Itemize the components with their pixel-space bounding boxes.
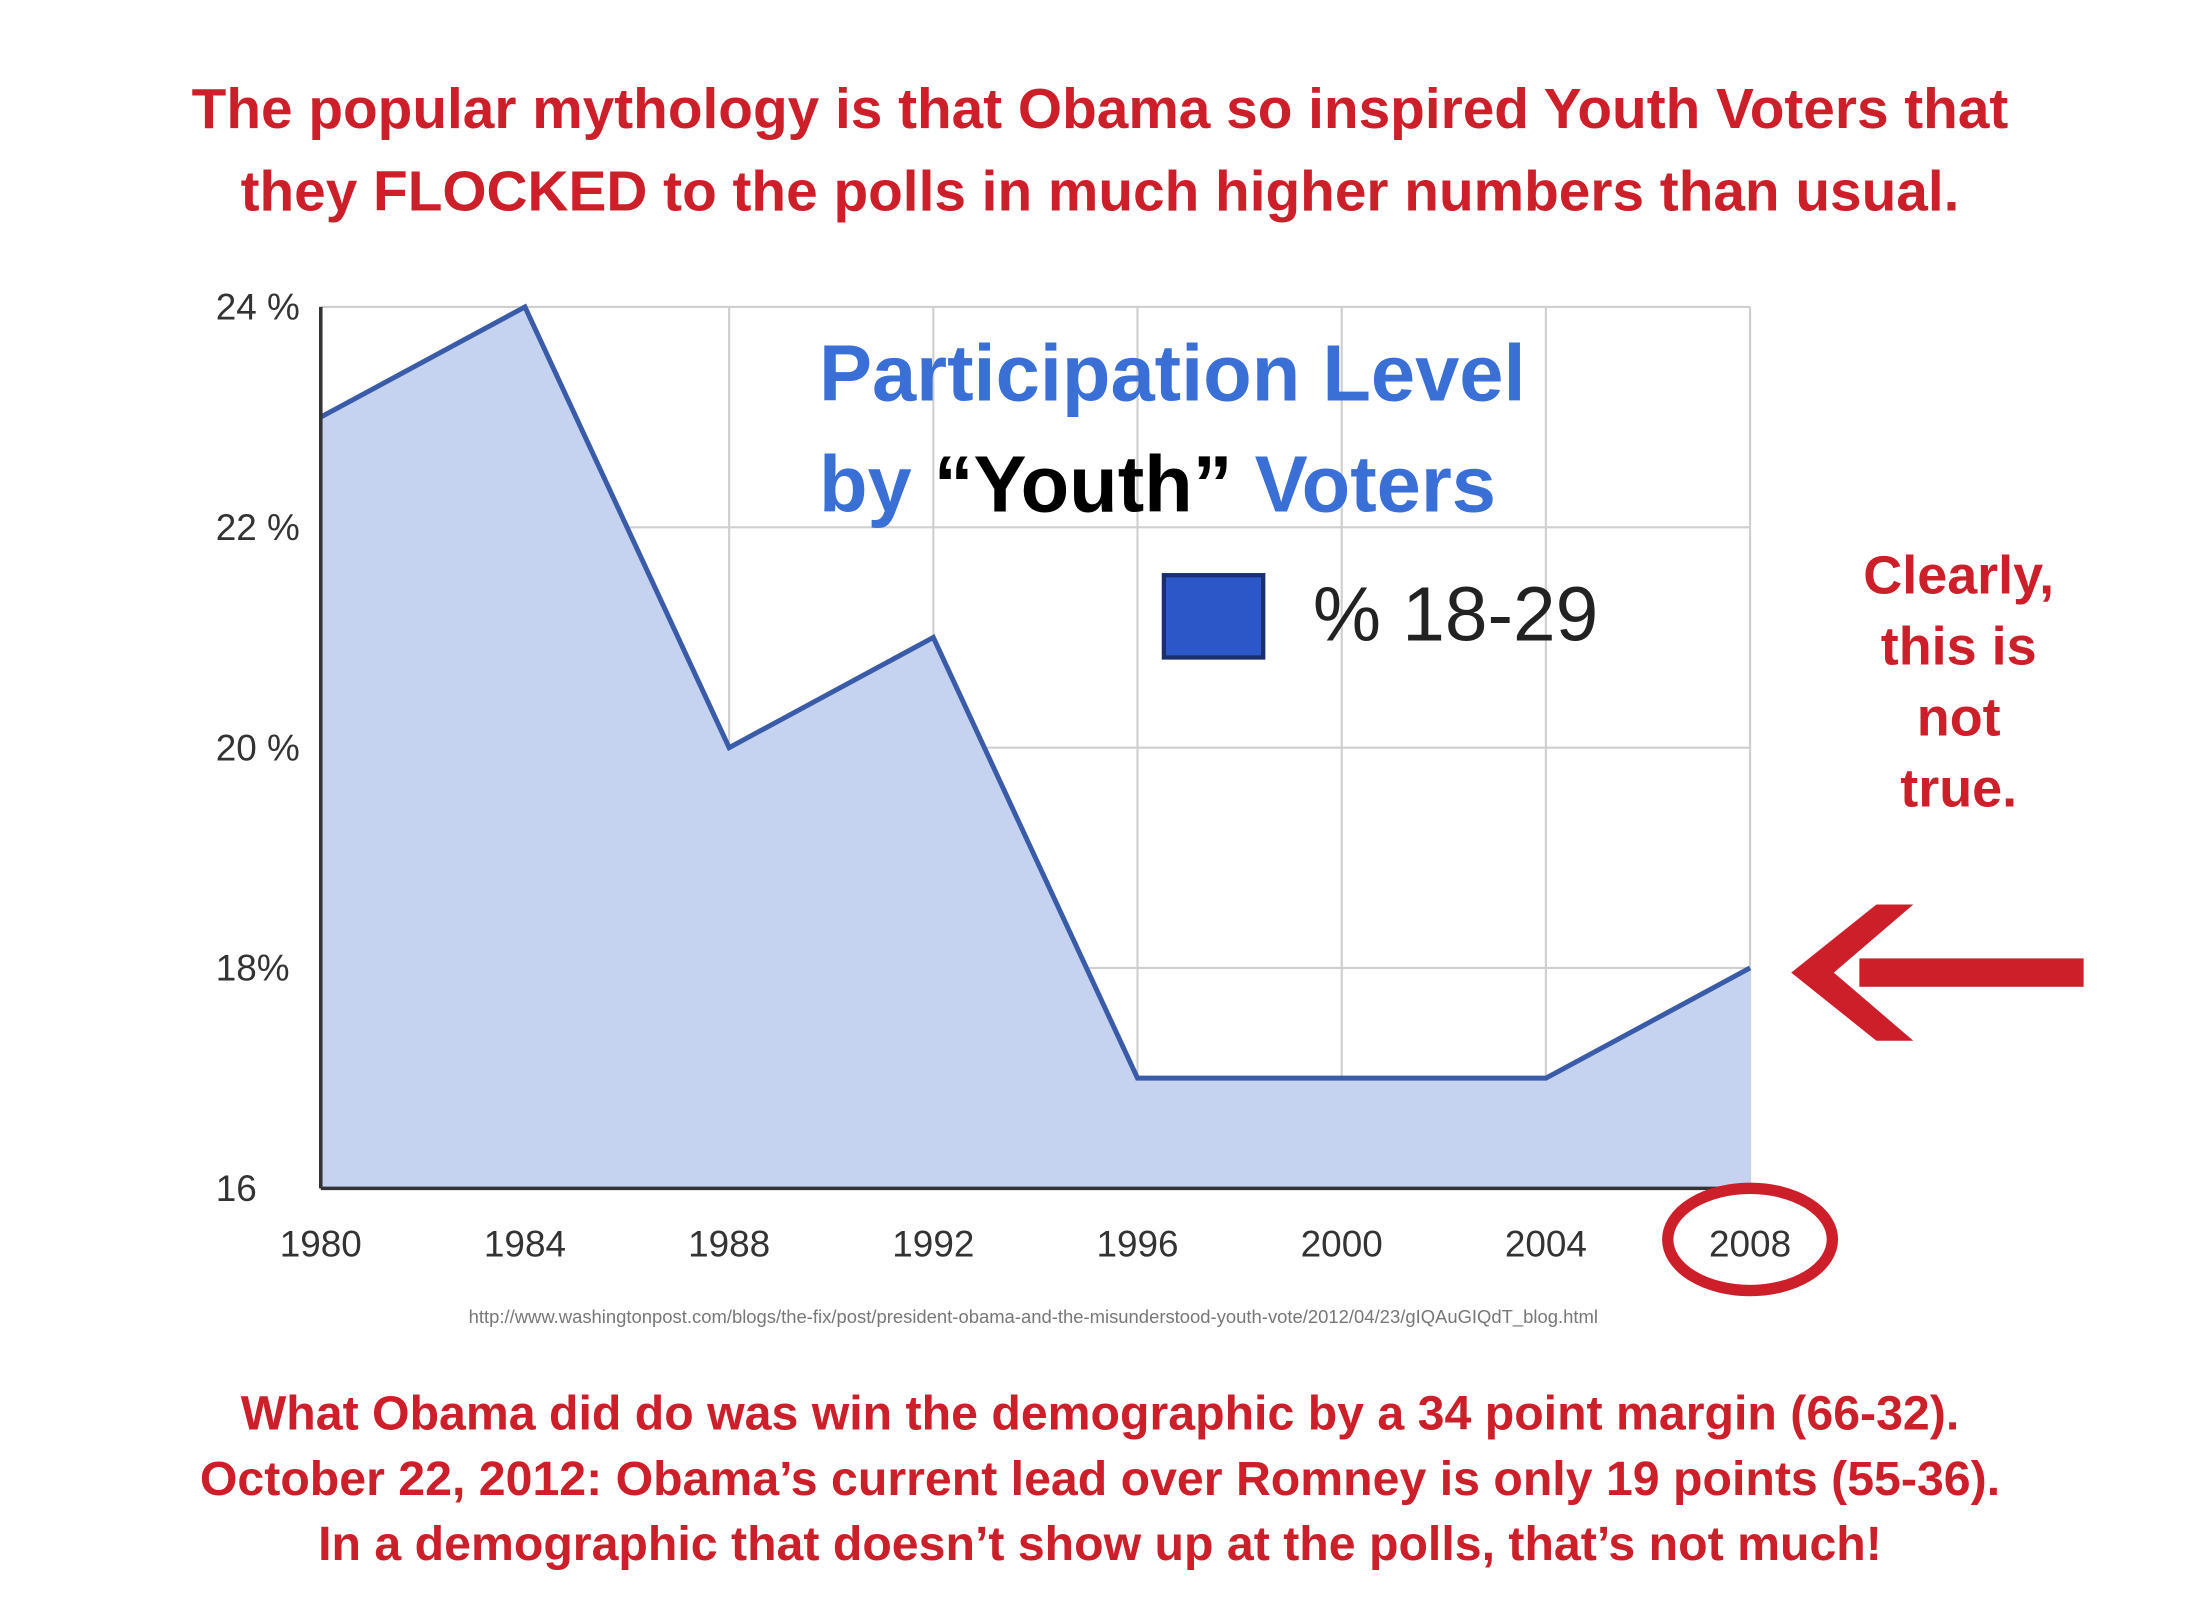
header-line: they FLOCKED to the polls in much higher…: [241, 160, 1960, 223]
arrow: [1791, 904, 2084, 1041]
arrow-head: [1791, 904, 1914, 1041]
footer-line: October 22, 2012: Obama’s current lead o…: [200, 1452, 2000, 1506]
x-tick-label: 1996: [1096, 1223, 1178, 1264]
legend-swatch: [1161, 573, 1266, 660]
y-tick-label: 18%: [216, 948, 290, 989]
chart-title: by “Youth” Voters: [819, 439, 1496, 528]
footer-line: What Obama did do was win the demographi…: [241, 1387, 1960, 1441]
footer-line: In a demographic that doesn’t show up at…: [318, 1517, 1882, 1571]
x-tick-label: 2008: [1709, 1223, 1791, 1264]
plot: 16 18% 20 % 22 % 24 % 1980 1984 1988 1992 1996 200…: [216, 287, 1791, 1265]
x-tick-label: 1988: [688, 1223, 770, 1264]
legend-label: % 18-29: [1313, 572, 1598, 657]
source: http://www.washingtonpost.com/blogs/the-…: [469, 1306, 1598, 1328]
chart-title-part: Voters: [1255, 439, 1496, 528]
area-fill: [320, 306, 1751, 1189]
header-line: The popular mythology is that Obama so i…: [192, 78, 2009, 141]
y-tick-label: 24 %: [216, 287, 300, 328]
highlight-circle: [1662, 1182, 1839, 1297]
chart-title-part: “Youth”: [934, 439, 1233, 528]
annotation: this is: [1881, 617, 2037, 677]
chart-title: Participation Level: [819, 329, 1526, 418]
annotation: true.: [1900, 759, 2017, 819]
chart-title-part: by: [819, 439, 912, 528]
x-tick-label: 1984: [484, 1223, 566, 1264]
x-tick-label: 1980: [280, 1223, 362, 1264]
x-tick-label: 2004: [1505, 1223, 1587, 1264]
annotation: Clearly,: [1863, 546, 2054, 606]
arrow-shaft: [1859, 958, 2084, 987]
area-line: [319, 303, 1752, 1081]
annotation: not: [1917, 688, 2001, 748]
x-tick-label: 1992: [892, 1223, 974, 1264]
x-tick-label: 2000: [1301, 1223, 1383, 1264]
y-tick-label: 20 %: [216, 727, 300, 768]
y-tick-label: 16: [216, 1168, 257, 1209]
y-tick-label: 22 %: [216, 507, 300, 548]
